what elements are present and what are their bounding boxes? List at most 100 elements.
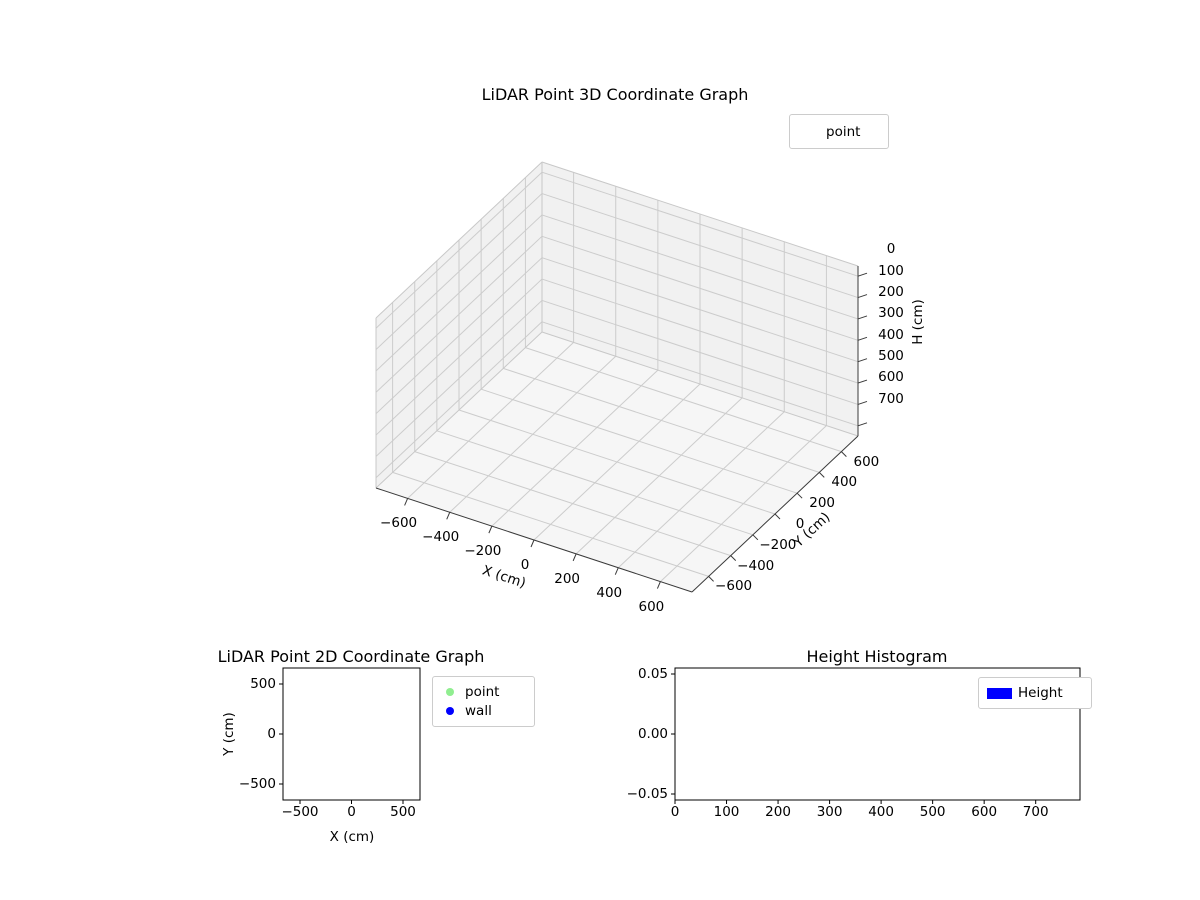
plot3d-grid-z-left xyxy=(375,214,543,372)
plot3d-grid-z-left xyxy=(375,257,543,415)
plot3d-x-tick xyxy=(656,581,661,589)
plot3d-y-tick-label: 200 xyxy=(809,495,836,512)
plot3d-z-tick xyxy=(857,379,868,384)
plot3d-grid-y xyxy=(480,388,798,494)
hist-legend: Height xyxy=(978,677,1092,709)
plot3d-z-tick xyxy=(857,315,868,320)
plot3d-z-tick-label: 400 xyxy=(878,326,904,343)
plot3d-legend: point xyxy=(789,114,889,149)
plot2d-y-tick-label: −500 xyxy=(238,776,276,792)
plot3d-pane-edge xyxy=(541,331,859,437)
plot3d-x-tick-label: −600 xyxy=(380,515,418,532)
plot2d-axes-frame xyxy=(282,667,421,801)
plot2d-y-tick-label: 0 xyxy=(267,726,276,742)
plot3d-grid-y xyxy=(503,367,820,473)
plot3d-x-tick-label: −200 xyxy=(464,543,502,560)
hist-y-tick-label: 0.00 xyxy=(637,726,668,742)
plot3d-y-tick xyxy=(752,534,759,541)
plot3d-x-tick xyxy=(530,539,535,548)
hist-x-tick-label: 300 xyxy=(816,804,843,820)
plot3d-grid-z-right xyxy=(541,299,859,405)
plot3d-z-tick xyxy=(857,400,868,405)
plot3d-z-tick-label: 200 xyxy=(878,283,904,300)
plot3d-grid-y xyxy=(392,471,709,577)
plot3d-z-tick xyxy=(857,294,868,299)
plot2d-legend-row-point: point xyxy=(441,683,526,702)
plot3d-y-tick-label: −600 xyxy=(715,578,753,595)
plot3d-y-tick-label: −400 xyxy=(737,557,775,574)
plot3d-z-tick xyxy=(857,336,868,341)
plot3d-x-tick xyxy=(614,567,619,575)
hist-x-tick-label: 400 xyxy=(868,804,894,820)
plot3d-grid-z-left xyxy=(375,321,543,479)
plot2d-legend-point-label: point xyxy=(465,684,500,700)
point-marker-icon xyxy=(441,688,459,696)
plot3d-x-axis-line xyxy=(375,487,693,593)
hist-legend-row-height: Height xyxy=(987,684,1083,703)
plot2d-xlabel: X (cm) xyxy=(329,829,375,845)
plot3d-grid-z-left xyxy=(375,171,543,329)
plot3d-z-tick xyxy=(857,422,868,427)
plot3d-grid-z-right xyxy=(541,257,859,363)
hist-x-tick-label: 600 xyxy=(971,804,998,820)
plot2d-legend-wall-label: wall xyxy=(465,703,492,719)
plot2d-legend: point wall xyxy=(432,676,535,727)
wall-marker-icon xyxy=(441,707,459,715)
plot3d-grid-z-right xyxy=(541,278,859,384)
plot3d-legend-point-label: point xyxy=(826,123,861,140)
plot3d-x-tick-label: −400 xyxy=(422,529,460,546)
hist-x-tick-label: 100 xyxy=(713,804,740,820)
plot3d-grid-z-right xyxy=(541,193,859,299)
plot3d-y-tick xyxy=(708,576,714,582)
plot3d-pane-edge xyxy=(375,161,543,319)
plot3d-y-tick xyxy=(730,555,737,561)
plot3d-y-tick-label: −200 xyxy=(759,536,797,553)
plot3d-y-tick-label: 600 xyxy=(853,453,880,470)
plot3d-z-tick-label: 500 xyxy=(878,348,904,365)
plot3d-z-tick-label: 300 xyxy=(878,305,904,322)
plot3d-grid-z-right xyxy=(541,171,859,277)
plot2d-y-tick-label: 500 xyxy=(250,676,276,692)
plot3d-y-tick-label: 0 xyxy=(795,516,805,532)
hist-x-tick-label: 700 xyxy=(1022,804,1049,820)
plot3d-y-axis-line xyxy=(691,435,859,593)
hist-title: Height Histogram xyxy=(806,647,948,666)
plot3d-legend-row-point: point xyxy=(798,122,880,141)
hist-x-tick-label: 200 xyxy=(765,804,791,820)
hist-y-tick-label: 0.05 xyxy=(637,666,668,682)
plot3d-grid-y xyxy=(525,347,842,453)
plot3d-grid-z-right xyxy=(541,214,859,320)
plot3d-x-tick-label: 200 xyxy=(554,570,581,587)
plot3d-x-tick xyxy=(572,553,577,562)
plot3d-grid-z-left xyxy=(375,193,543,350)
plot3d-x-tick xyxy=(404,498,409,506)
plot3d-y-tick xyxy=(796,492,803,499)
plot3d-grid-z-left xyxy=(375,235,543,393)
plot2d-x-tick-label: −500 xyxy=(281,804,319,820)
plot3d-grid-z-left xyxy=(375,300,543,457)
plot3d-y-tick xyxy=(841,451,847,457)
plot3d-z-tick-label: 600 xyxy=(878,369,904,386)
plot3d-x-tick xyxy=(446,512,451,520)
plot3d-grid-y xyxy=(414,451,731,557)
plot3d-z-tick-label: 700 xyxy=(878,390,904,407)
plot3d-grid-z-right xyxy=(541,321,859,427)
plot3d-pane-edge xyxy=(375,331,543,489)
plot3d-x-tick-label: 400 xyxy=(596,584,623,601)
hist-legend-height-label: Height xyxy=(1018,685,1063,701)
plot3d-grid-y xyxy=(458,409,776,515)
plot3d-grid-y xyxy=(436,430,754,536)
plot3d-zlabel: H (cm) xyxy=(910,299,926,345)
hist-x-tick-label: 500 xyxy=(919,804,946,820)
plot3d-grid-z-left xyxy=(375,278,543,436)
plot3d-z-tick-label: 100 xyxy=(878,262,904,279)
plot3d-z-tick xyxy=(857,272,868,277)
plot2d-x-tick-label: 0 xyxy=(347,804,356,820)
hist-x-tick-label: 0 xyxy=(670,804,680,820)
plot2d-legend-row-wall: wall xyxy=(441,702,526,721)
hist-y-tick-label: −0.05 xyxy=(626,786,668,802)
plot3d-y-tick xyxy=(774,513,781,520)
